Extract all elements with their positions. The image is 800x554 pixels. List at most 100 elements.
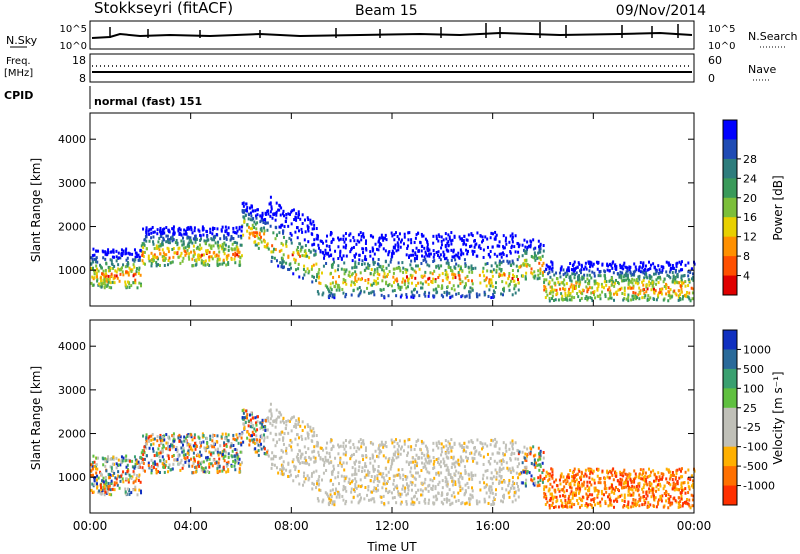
power-cell [620,274,623,278]
power-cell [378,242,381,246]
power-cell [122,273,125,277]
velocity-cell [490,471,493,475]
velocity-cell [251,416,254,420]
power-cell [158,244,161,248]
power-cell [556,292,559,296]
power-cell [496,264,499,268]
velocity-cell [578,496,581,500]
power-cell [141,259,144,263]
velocity-cell [296,452,299,456]
velocity-cell [471,456,474,460]
velocity-cell [330,495,333,499]
velocity-cell [272,438,275,442]
velocity-cell [242,422,245,426]
power-cell [503,273,506,277]
power-cell [194,240,197,244]
velocity-cell [669,503,672,507]
velocity-cell [280,455,283,459]
power-cell [449,266,452,270]
power-cell [205,239,208,243]
power-colorbar-tick-label: 20 [743,192,757,205]
power-cell [109,258,112,262]
power-cell [193,252,196,256]
velocity-cell [279,420,282,424]
power-cell [112,266,115,270]
power-cell [165,240,168,244]
velocity-cell [412,503,415,507]
power-cell [488,288,491,292]
power-cell [200,259,203,263]
power-cell [400,238,403,242]
velocity-cell [634,476,637,480]
velocity-cell [547,479,550,483]
power-cell [134,278,137,282]
power-cell [519,265,522,269]
power-cell [185,252,188,256]
power-cell [339,249,342,253]
velocity-cell [579,505,582,509]
velocity-cell [420,469,423,473]
power-cell [237,254,240,258]
velocity-cell [560,488,563,492]
power-cell [446,273,449,277]
velocity-cell [128,492,131,496]
velocity-cell [487,501,490,505]
power-cell [193,250,196,254]
velocity-cell [187,442,190,446]
power-cell [468,245,471,249]
power-cell [642,271,645,275]
nsearch-tick-bottom: 10^0 [708,41,735,52]
velocity-cell [312,470,315,474]
power-cell [248,236,251,240]
velocity-cell [681,489,684,493]
power-cell [671,280,674,284]
power-cell [508,260,511,264]
power-cell [410,295,413,299]
velocity-cell [571,471,574,475]
velocity-cell [203,446,206,450]
velocity-cell [301,483,304,487]
power-cell [548,270,551,274]
velocity-cell [317,499,320,503]
power-cell [101,249,104,253]
velocity-cell [451,476,454,480]
velocity-cell [532,454,535,458]
power-cell [426,254,429,258]
power-cell [394,243,397,247]
power-cell [197,228,200,232]
velocity-cell [313,460,316,464]
velocity-cell [445,477,448,481]
velocity-cell [400,500,403,504]
power-cell [256,243,259,247]
power-cell [181,243,184,247]
power-cell [166,263,169,267]
velocity-cell [307,425,310,429]
velocity-cell [93,483,96,487]
velocity-cell [270,412,273,416]
power-cell [319,250,322,254]
power-cell [402,270,405,274]
velocity-cell [91,461,94,465]
nsearch-tick-top: 10^5 [708,24,735,35]
power-cell [186,227,189,231]
velocity-cell [181,466,184,470]
power-cell [655,268,658,272]
power-cell [428,254,431,258]
power-cell [285,244,288,248]
power-cell [325,244,328,248]
power-cell [440,239,443,243]
velocity-cell [655,505,658,509]
velocity-cell [613,471,616,475]
velocity-cell [249,439,252,443]
velocity-cell [625,485,628,489]
power-cell [177,229,180,233]
power-colorbar-tick-label: 24 [743,172,757,185]
power-cell [138,255,141,259]
power-cell [613,284,616,288]
power-cell [120,267,123,271]
power-cell [158,236,161,240]
power-cell [372,282,375,286]
velocity-cell [294,422,297,426]
velocity-cell [588,486,591,490]
power-cell [217,244,220,248]
